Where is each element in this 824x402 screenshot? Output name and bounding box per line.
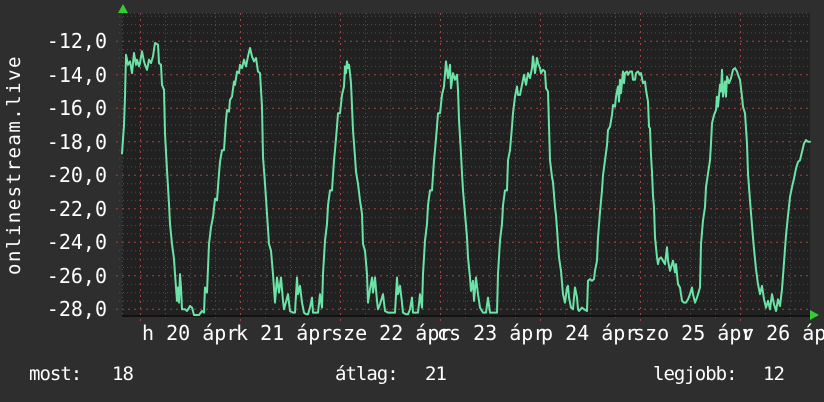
plot-area	[122, 13, 810, 316]
stat-most-label: most:	[29, 363, 82, 385]
y-axis-label: -16,0	[46, 96, 107, 120]
x-axis-label: szo 25 ápr	[633, 321, 754, 345]
y-axis-label: -12,0	[46, 29, 107, 53]
y-axis-label: -22,0	[46, 197, 107, 221]
y-axis-label: -18,0	[46, 130, 107, 154]
stat-atlag-label: átlag:	[335, 363, 399, 385]
x-axis-label: v 26 ápr	[742, 321, 824, 345]
y-axis-label: -24,0	[46, 230, 107, 254]
x-axis-line	[122, 315, 814, 317]
x-axis-label: k 21 ápr	[236, 321, 333, 345]
x-axis-label: cs 23 ápr	[437, 321, 546, 345]
y-axis-label: -26,0	[46, 264, 107, 288]
stat-legjobb-value: 12	[763, 363, 785, 385]
y-axis-label: -14,0	[46, 63, 107, 87]
x-axis-right-arrow-icon	[810, 310, 819, 320]
y-axis-up-arrow-icon	[118, 4, 128, 13]
stat-legjobb-label: legjobb:	[653, 363, 738, 385]
y-axis-label: -20,0	[46, 163, 107, 187]
y-axis-label: -28,0	[46, 297, 107, 321]
stat-atlag-value: 21	[425, 363, 447, 385]
stat-most-value: 18	[112, 363, 134, 385]
x-axis-label: p 24 ápr	[541, 321, 638, 345]
x-axis-label: h 20 ápr	[142, 321, 239, 345]
vertical-axis-title: onlinestream.live	[3, 55, 25, 275]
x-axis-label: sze 22 ápr	[331, 321, 452, 345]
